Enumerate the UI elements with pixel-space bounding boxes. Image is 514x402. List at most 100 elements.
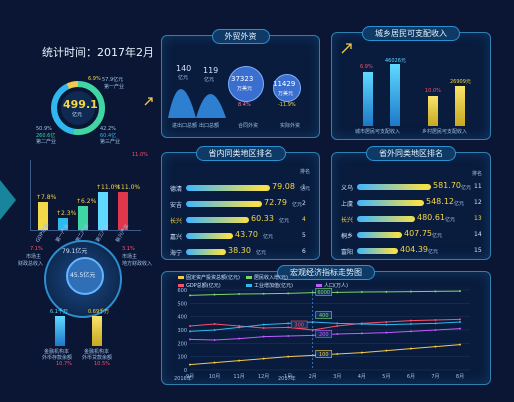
seg-right-value: 60.4亿 [100,133,117,139]
series-point [385,321,388,323]
series-point [238,293,241,295]
x-tick-label: 12月 [258,374,269,380]
svg-text:200: 200 [319,332,329,338]
rank-number: 13 [474,215,482,222]
series-point [409,290,412,293]
fdi-value: 37323 [231,75,254,83]
rank-value: 72.79 [264,198,287,207]
series-point [459,321,461,323]
rank-bar [186,185,270,191]
small-arrow-icon [144,97,153,106]
series-point [189,325,191,327]
rank-value: 581.70 [433,181,461,190]
series-point [385,290,388,293]
deposit-left-bar [55,316,65,346]
series-point [360,323,363,325]
legend-label: GDP总额(亿元) [186,283,221,289]
svg-text:400: 400 [319,313,329,319]
legend-label: 人口(万人) [324,283,348,289]
rank-bar [357,184,431,190]
svg-text:6000: 6000 [317,290,330,296]
series-point [434,322,437,325]
rank-value: 404.39 [400,245,428,254]
svg-text:100: 100 [319,352,329,358]
gdp-value: 499.1 [63,98,98,111]
income-panel-title: 城乡居民可支配收入 [362,26,460,41]
series-point [262,323,265,326]
import-value: 140 [176,64,192,73]
series-point [434,345,437,348]
finance-inner-circle [66,257,104,295]
series-point [336,353,339,355]
y-tick-label: 100 [177,355,187,361]
deposit-right-value: 0.69千万 [88,309,110,315]
deposit-right-bar [92,316,102,346]
export-value: 119 [203,66,219,75]
rank-bar [186,249,226,255]
rank-name: 嘉兴 [170,234,183,241]
rank-unit: 亿元 [300,186,311,192]
finance-left-label2: 财政总收入 [18,261,44,267]
year-left: 2016年 [174,376,192,382]
series-point [262,335,265,338]
series-point [434,319,437,321]
rank-name: 桐乡 [341,233,354,240]
gdp-ring [51,81,105,135]
series-point [409,347,412,350]
growth-bar [78,206,88,230]
growth-chart [30,160,141,231]
in-province-rank-header: 排名 [300,169,311,175]
series-point [360,291,363,293]
rank-name: 长兴 [341,217,354,224]
seg-right-name: 第三产业 [100,139,121,145]
finance-right-pct: 3.1% [122,246,135,252]
growth-bar [38,202,48,230]
rank-unit: 亿元 [263,234,274,240]
rank-number: 5 [302,232,306,239]
growth-bar-pct: ↑2.3% [56,210,77,217]
finance-right-label1: 市场主 [122,254,138,260]
rank-unit: 亿元 [432,233,443,239]
chart-callout: 200 [315,330,333,338]
urban-bar-2 [390,64,400,126]
rank-bar [186,233,233,239]
rank-number: 2 [302,200,306,207]
finance-inner-value: 45.5亿元 [70,272,96,279]
rank-value: 38.30 [228,246,251,255]
actual-circle [273,74,301,102]
series-point [189,330,191,333]
rank-unit: 亿元 [454,201,465,207]
series-point [409,330,412,333]
rank-number: 1 [302,184,306,191]
growth-bar [118,192,128,230]
growth-bar [98,192,108,230]
series-point [189,363,191,366]
deposit-left-label2: 外币存款余额 [42,355,73,361]
left-arrow-icon [0,180,16,220]
deposit-left-pct: 10.7% [56,361,72,367]
rural-pct: 10.0% [425,88,441,94]
y-tick-label: 400 [177,315,187,321]
urban-pct: 6.9% [360,64,373,70]
chart-callout: 400 [315,311,333,319]
legend-swatch [178,284,184,287]
actual-pct: -11.9% [278,102,296,108]
series-point [262,327,265,329]
year-right: 2017年 [278,376,296,382]
rank-name: 义乌 [341,185,354,192]
y-tick-label: 200 [177,341,187,347]
series-point [287,335,290,337]
finance-outer-value: 79.1亿元 [62,248,88,255]
series-point [385,331,388,334]
series-point [336,291,339,294]
series-point [459,343,461,346]
rank-number: 4 [302,216,306,223]
rank-bar [357,216,415,222]
import-unit: 亿元 [178,75,189,81]
deposit-right-label1: 金融机构本 [84,349,110,355]
legend-swatch [316,284,322,287]
finance-right-label2: 地方财政收入 [122,261,153,267]
actual-unit: 万美元 [278,91,294,97]
rural-label: 乡村居民可支配收入 [422,129,468,135]
chart-callout: 6000 [315,288,333,296]
